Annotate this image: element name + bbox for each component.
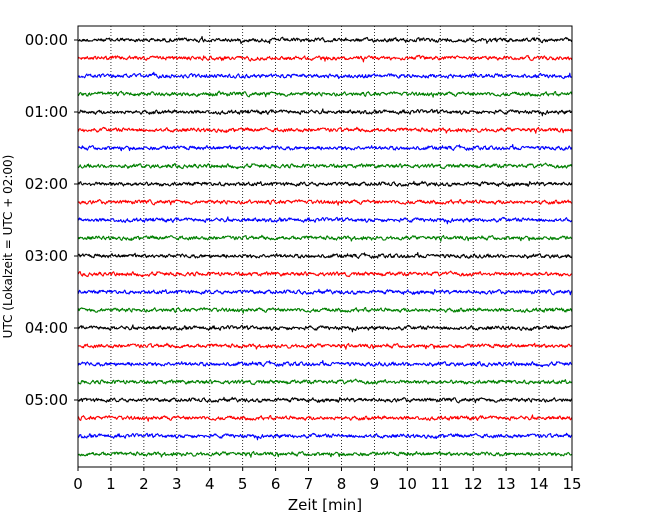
trace-line bbox=[77, 432, 573, 441]
x-tick-label: 0 bbox=[73, 475, 83, 493]
trace-line bbox=[77, 324, 573, 333]
y-tick-label: 00:00 bbox=[25, 31, 68, 49]
y-axis-label: UTC (Lokalzeit = UTC + 02:00) bbox=[1, 155, 15, 339]
x-tick-label: 15 bbox=[562, 475, 581, 493]
x-tick-label: 5 bbox=[238, 475, 248, 493]
trace-line bbox=[77, 270, 573, 278]
trace-line bbox=[77, 414, 573, 422]
x-tick-label: 14 bbox=[530, 475, 549, 493]
y-tick-label: 02:00 bbox=[25, 175, 68, 193]
trace-line bbox=[77, 234, 573, 242]
x-tick-label: 7 bbox=[304, 475, 314, 493]
trace-line bbox=[77, 143, 573, 152]
x-tick-label: 11 bbox=[431, 475, 450, 493]
trace-line bbox=[77, 35, 573, 45]
trace-line bbox=[77, 251, 573, 259]
trace-line bbox=[77, 216, 573, 225]
x-tick-label: 3 bbox=[172, 475, 182, 493]
y-tick-label: 05:00 bbox=[25, 391, 68, 409]
trace-line bbox=[77, 450, 573, 458]
trace-line bbox=[77, 288, 573, 296]
x-tick-label: 9 bbox=[370, 475, 380, 493]
trace-line bbox=[77, 108, 573, 117]
trace-line bbox=[77, 307, 573, 314]
x-axis-label: Zeit [min] bbox=[288, 496, 362, 514]
trace-line bbox=[77, 71, 573, 80]
x-tick-label: 1 bbox=[106, 475, 116, 493]
trace-line bbox=[77, 342, 573, 350]
trace-line bbox=[77, 199, 573, 206]
trace-line bbox=[77, 54, 573, 63]
x-tick-label: 10 bbox=[398, 475, 417, 493]
trace-line bbox=[77, 378, 573, 386]
y-tick-label: 03:00 bbox=[25, 247, 68, 265]
x-tick-label: 8 bbox=[337, 475, 347, 493]
x-tick-label: 6 bbox=[271, 475, 281, 493]
trace-line bbox=[77, 90, 573, 98]
y-tick-label: 01:00 bbox=[25, 103, 68, 121]
y-axis-ticks: 00:00 01:00 02:00 03:00 04:00 05:00 bbox=[25, 31, 78, 409]
seismic-traces bbox=[77, 35, 573, 458]
x-tick-label: 12 bbox=[464, 475, 483, 493]
trace-line bbox=[77, 396, 573, 404]
trace-line bbox=[77, 180, 573, 187]
x-tick-label: 13 bbox=[497, 475, 516, 493]
x-axis-ticks: 0 1 2 3 4 5 6 7 8 9 10 11 12 13 14 15 bbox=[73, 467, 582, 493]
x-tick-label: 2 bbox=[139, 475, 149, 493]
plot-frame bbox=[77, 25, 573, 468]
trace-line bbox=[77, 162, 573, 170]
trace-line bbox=[77, 126, 573, 134]
y-tick-label: 04:00 bbox=[25, 319, 68, 337]
x-tick-label: 4 bbox=[205, 475, 215, 493]
trace-line bbox=[77, 359, 573, 368]
